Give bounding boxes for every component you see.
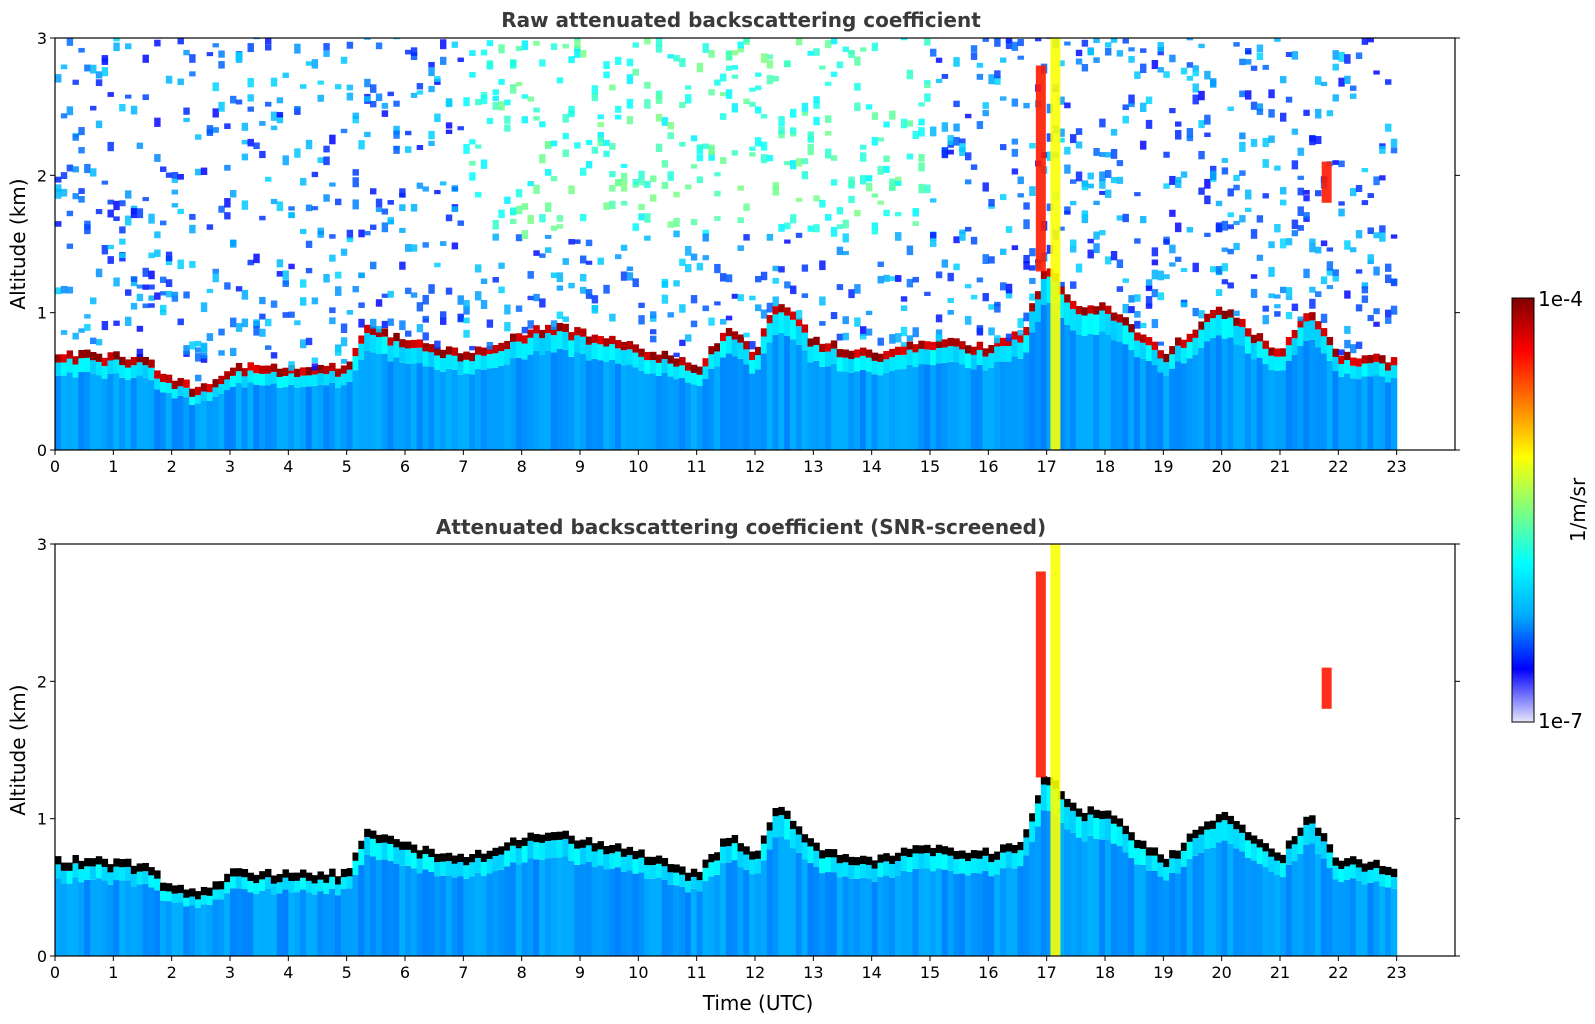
- y-tick-label: 0: [37, 947, 47, 966]
- x-tick-label: 11: [686, 963, 706, 982]
- screened-y-ticks: 0 1 2 3: [37, 535, 1460, 966]
- x-tick-label: 3: [225, 963, 235, 982]
- x-tick-label: 17: [1036, 963, 1056, 982]
- x-tick-label: 19: [1153, 457, 1173, 476]
- x-tick-label: 1: [108, 457, 118, 476]
- screened-x-ticks: 0 1 2 3 4 5 6 7 8 9 10 11 12 13 14 15 16 17 18 19 20 21 22 23: [50, 956, 1407, 982]
- x-tick-label: 22: [1328, 963, 1348, 982]
- x-tick-label: 16: [978, 457, 998, 476]
- x-tick-label: 7: [458, 457, 468, 476]
- x-tick-label: 8: [517, 457, 527, 476]
- top-y-axis-label: Altitude (km): [6, 178, 30, 309]
- x-tick-label: 19: [1153, 963, 1173, 982]
- y-tick-label: 2: [37, 166, 47, 185]
- x-tick-label: 9: [575, 963, 585, 982]
- x-tick-label: 6: [400, 457, 410, 476]
- x-tick-label: 13: [803, 963, 823, 982]
- x-tick-label: 17: [1036, 457, 1056, 476]
- x-tick-label: 11: [686, 457, 706, 476]
- raw-backscatter-panel: Raw attenuated backscattering coefficien…: [6, 8, 1460, 476]
- x-tick-label: 14: [861, 457, 881, 476]
- x-tick-label: 10: [628, 457, 648, 476]
- x-axis-label: Time (UTC): [702, 991, 814, 1015]
- x-tick-label: 8: [517, 963, 527, 982]
- x-tick-label: 7: [458, 963, 468, 982]
- x-tick-label: 13: [803, 457, 823, 476]
- x-tick-label: 9: [575, 457, 585, 476]
- y-tick-label: 1: [37, 304, 47, 323]
- x-tick-label: 15: [920, 963, 940, 982]
- x-tick-label: 2: [167, 963, 177, 982]
- x-tick-label: 2: [167, 457, 177, 476]
- x-tick-label: 22: [1328, 457, 1348, 476]
- x-tick-label: 5: [342, 457, 352, 476]
- screened-heatmap-area: [55, 544, 1398, 956]
- x-tick-label: 12: [745, 457, 765, 476]
- bottom-chart-title: Attenuated backscattering coefficient (S…: [436, 515, 1046, 539]
- colorbar-units-label: 1/m/sr: [1566, 477, 1590, 542]
- raw-y-ticks: 0 1 2 3: [37, 29, 1460, 460]
- x-tick-label: 0: [50, 963, 60, 982]
- x-tick-label: 3: [225, 457, 235, 476]
- x-tick-label: 4: [283, 457, 293, 476]
- x-tick-label: 20: [1211, 963, 1231, 982]
- x-tick-label: 21: [1270, 963, 1290, 982]
- x-tick-label: 12: [745, 963, 765, 982]
- y-tick-label: 1: [37, 810, 47, 829]
- colorbar: 1e-4 1e-7 1/m/sr: [1511, 287, 1590, 733]
- y-tick-label: 3: [37, 29, 47, 48]
- screened-backscatter-panel: Attenuated backscattering coefficient (S…: [6, 515, 1460, 1015]
- x-tick-label: 18: [1095, 457, 1115, 476]
- raw-x-ticks: 0 1 2 3 4 5 6 7 8 9 10 11 12 13 14 15 16 17 18 19 20 21 22 23: [50, 450, 1407, 476]
- x-tick-label: 18: [1095, 963, 1115, 982]
- x-tick-label: 4: [283, 963, 293, 982]
- x-tick-label: 5: [342, 963, 352, 982]
- bottom-y-axis-label: Altitude (km): [6, 684, 30, 815]
- x-tick-label: 23: [1386, 963, 1406, 982]
- y-tick-label: 2: [37, 672, 47, 691]
- colorbar-gradient: [1511, 297, 1535, 723]
- x-tick-label: 23: [1386, 457, 1406, 476]
- y-tick-label: 3: [37, 535, 47, 554]
- raw-heatmap-area: [55, 38, 1398, 450]
- x-tick-label: 21: [1270, 457, 1290, 476]
- top-chart-title: Raw attenuated backscattering coefficien…: [501, 8, 981, 32]
- x-tick-label: 1: [108, 963, 118, 982]
- x-tick-label: 0: [50, 457, 60, 476]
- y-tick-label: 0: [37, 441, 47, 460]
- x-tick-label: 10: [628, 963, 648, 982]
- x-tick-label: 15: [920, 457, 940, 476]
- x-tick-label: 14: [861, 963, 881, 982]
- x-tick-label: 16: [978, 963, 998, 982]
- x-tick-label: 20: [1211, 457, 1231, 476]
- colorbar-max-label: 1e-4: [1538, 287, 1583, 311]
- x-tick-label: 6: [400, 963, 410, 982]
- colorbar-min-label: 1e-7: [1538, 709, 1583, 733]
